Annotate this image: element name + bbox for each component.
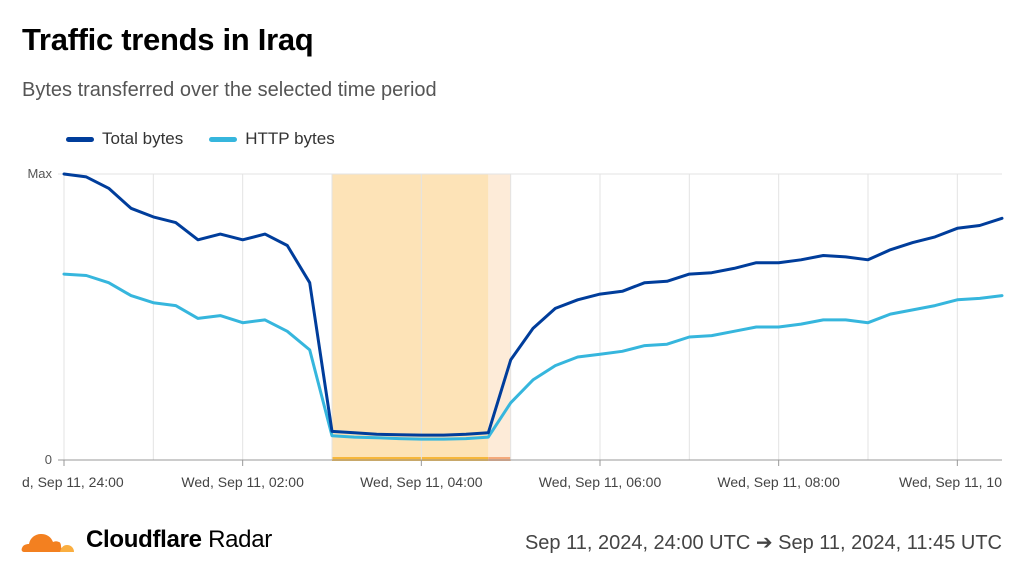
- chart-legend: Total bytes HTTP bytes: [66, 129, 335, 149]
- chart-subtitle: Bytes transferred over the selected time…: [22, 79, 437, 101]
- legend-swatch-total-bytes: [66, 136, 94, 142]
- series-line-http-bytes: [62, 272, 1004, 441]
- outage-highlight-0: [332, 174, 489, 460]
- brand-name-bold: Cloudflare: [86, 526, 202, 553]
- outage-marker-bar-0: [332, 457, 489, 461]
- x-tick-label: Wed, Sep 11, 08:00: [717, 474, 840, 490]
- cloudflare-cloud-icon: [21, 534, 74, 552]
- x-tick-label: Wed, Sep 11, 10: [899, 474, 1002, 490]
- x-tick-label: Wed, Sep 11, 04:00: [360, 474, 483, 490]
- outage-highlight-1: [488, 174, 511, 460]
- brand-name-light: Radar: [208, 526, 272, 553]
- legend-swatch-http-bytes: [209, 136, 238, 142]
- legend-label-http-bytes: HTTP bytes: [245, 129, 335, 148]
- outage-marker-bar-1: [488, 457, 511, 461]
- x-tick-label: Wed, Sep 11, 06:00: [539, 474, 662, 490]
- brand-name: Cloudflare Radar: [86, 526, 272, 554]
- series-line-total-bytes: [62, 172, 1004, 437]
- y-tick-label: 0: [45, 452, 52, 467]
- x-tick-label: d, Sep 11, 24:00: [22, 474, 124, 490]
- legend-label-total-bytes: Total bytes: [102, 129, 184, 148]
- cloudflare-radar-brand: Cloudflare Radar: [20, 526, 272, 554]
- y-tick-label: Max: [27, 166, 52, 181]
- legend-item-total-bytes[interactable]: Total bytes: [66, 129, 183, 149]
- time-range-label: Sep 11, 2024, 24:00 UTC ➔ Sep 11, 2024, …: [524, 532, 1002, 554]
- x-tick-label: Wed, Sep 11, 02:00: [181, 474, 304, 490]
- chart-title: Traffic trends in Iraq: [22, 22, 314, 57]
- legend-item-http-bytes[interactable]: HTTP bytes: [209, 129, 335, 149]
